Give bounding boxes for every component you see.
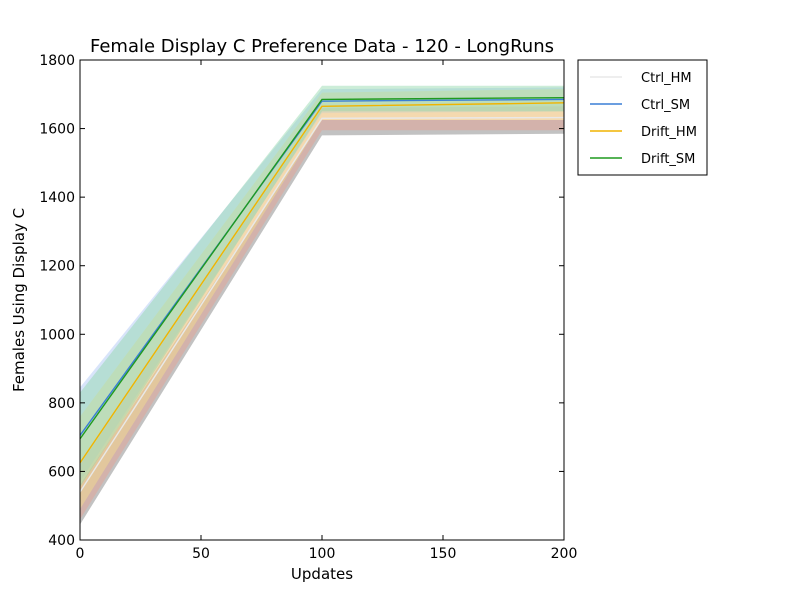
y-tick-label: 1600 bbox=[39, 122, 75, 138]
band-drift-sm bbox=[80, 85, 564, 487]
series-line-ctrl-sm bbox=[79, 98, 565, 436]
x-tick-label: 50 bbox=[192, 546, 210, 562]
y-tick-label: 600 bbox=[48, 464, 75, 480]
y-tick-label: 1400 bbox=[39, 190, 75, 206]
y-tick-label: 400 bbox=[48, 533, 75, 549]
legend-label-ctrl-hm: Ctrl_HM bbox=[641, 71, 692, 86]
y-axis-label: Females Using Display C bbox=[10, 208, 28, 392]
x-tick-label: 100 bbox=[309, 546, 336, 562]
legend-label-ctrl-sm: Ctrl_SM bbox=[641, 98, 690, 113]
x-axis-label: Updates bbox=[291, 565, 353, 583]
x-tick-label: 200 bbox=[551, 546, 578, 562]
chart-title: Female Display C Preference Data - 120 -… bbox=[90, 36, 554, 57]
series-line-ctrl-hm bbox=[79, 116, 565, 493]
band-ctrl-sm bbox=[80, 87, 564, 482]
axis-ticks: 0 50 100 150 200 400 600 800 1000 1200 1400 1600 180… bbox=[39, 53, 577, 562]
confidence-bands bbox=[80, 85, 564, 525]
series-line-drift-hm bbox=[79, 102, 565, 464]
series-lines bbox=[79, 97, 565, 493]
y-tick-label: 1000 bbox=[39, 327, 75, 343]
legend-box bbox=[577, 59, 708, 176]
x-tick-label: 0 bbox=[76, 546, 85, 562]
x-tick-label: 150 bbox=[430, 546, 457, 562]
band-drift-hm bbox=[80, 89, 564, 510]
legend-label-drift-hm: Drift_HM bbox=[641, 125, 697, 140]
y-tick-label: 1200 bbox=[39, 259, 75, 275]
y-tick-label: 800 bbox=[48, 396, 75, 412]
legend: Ctrl_HM Ctrl_SM Drift_HM Drift_SM bbox=[577, 59, 708, 176]
legend-label-drift-sm: Drift_SM bbox=[641, 152, 695, 167]
y-tick-label: 1800 bbox=[39, 53, 75, 69]
series-line-drift-sm bbox=[79, 97, 565, 440]
